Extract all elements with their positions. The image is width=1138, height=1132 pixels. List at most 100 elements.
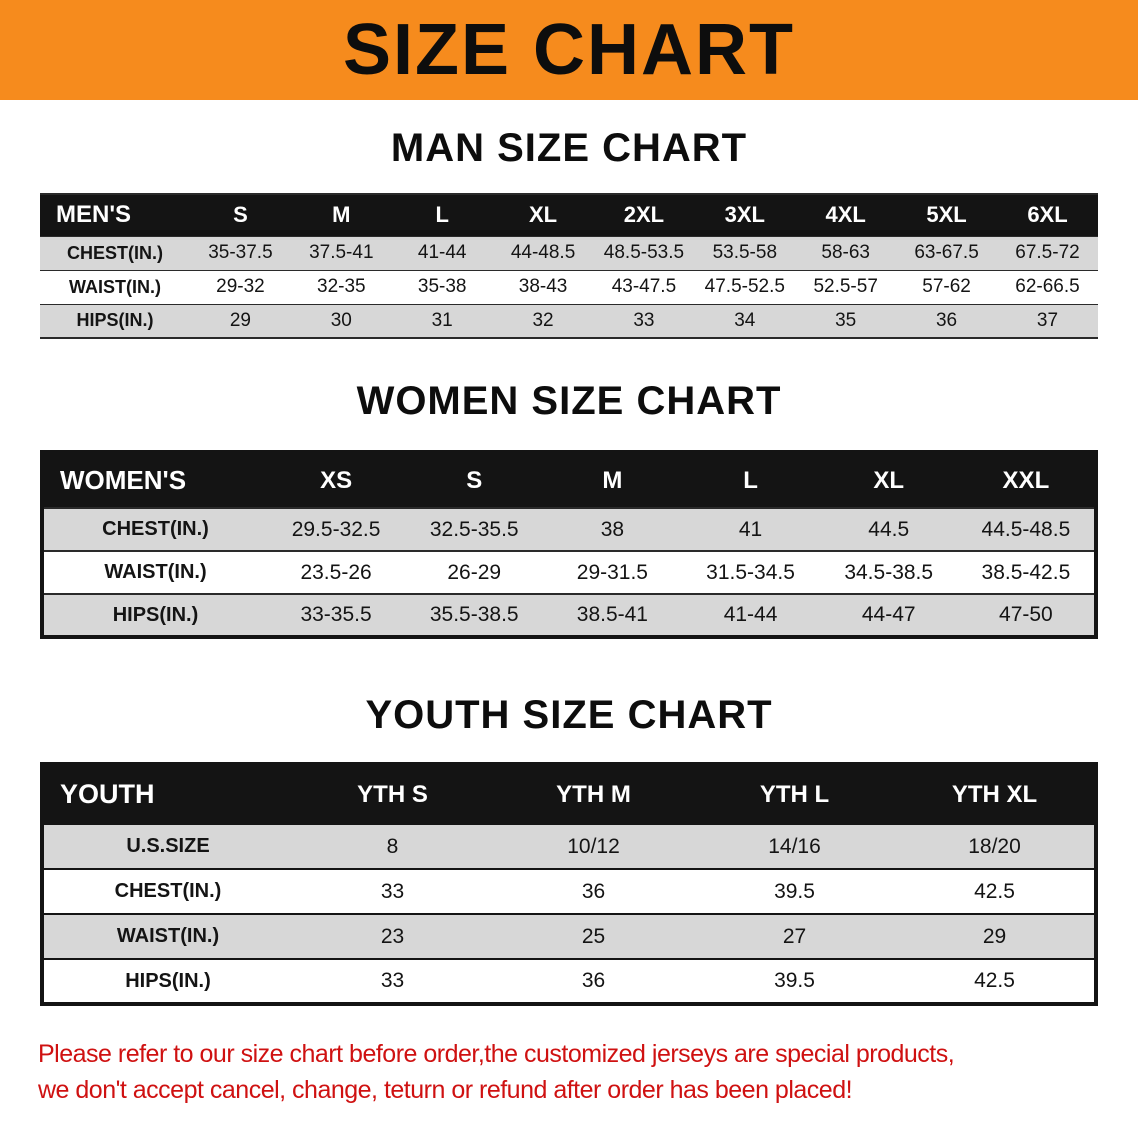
row-label-cell: U.S.SIZE: [126, 835, 210, 857]
value-cell: 37.5-41: [309, 242, 374, 263]
value-cell: 44-47: [861, 603, 916, 626]
value-cell: 47-50: [999, 603, 1053, 626]
value-cell: 14/16: [768, 834, 821, 858]
value-cell: 44.5: [868, 517, 910, 541]
value-cell: 47.5-52.5: [704, 276, 785, 297]
value-cell: 25: [581, 924, 606, 948]
table-header-row: MEN'S S M L XL 2XL 3XL 4XL 5XL 6XL: [40, 194, 1098, 236]
value-cell: 35: [835, 309, 857, 331]
value-cell: 32-35: [317, 276, 366, 297]
value-cell: 38.5-41: [576, 603, 648, 626]
row-label-cell: HIPS(IN.): [76, 310, 154, 331]
value-cell: 38.5-42.5: [981, 560, 1071, 584]
value-cell: 41-44: [723, 603, 778, 626]
value-cell: 8: [386, 834, 399, 858]
value-cell: 38-43: [518, 276, 568, 297]
value-cell: 57-62: [922, 276, 971, 297]
size-header-cell: 5XL: [896, 194, 997, 236]
table-row: U.S.SIZE 8 10/12 14/16 18/20: [42, 824, 1096, 869]
value-cell: 29-32: [216, 276, 265, 297]
table-header-row: YOUTH YTH S YTH M YTH L YTH XL: [42, 764, 1096, 824]
womens-size-table: WOMEN'S XS S M L XL XXL CHEST(IN.) 29.5-32.5 32.5…: [40, 450, 1098, 639]
value-cell: 43-47.5: [611, 276, 677, 297]
value-cell: 10/12: [567, 834, 620, 858]
row-label-cell: CHEST(IN.): [114, 880, 222, 902]
value-cell: 44.5-48.5: [981, 517, 1071, 541]
row-label-cell: WAIST(IN.): [69, 276, 161, 297]
value-cell: 29: [229, 309, 251, 331]
value-cell: 42.5: [974, 879, 1015, 903]
value-cell: 27: [782, 924, 807, 948]
row-label-cell: CHEST(IN.): [102, 518, 209, 540]
value-cell: 37: [1036, 309, 1059, 331]
man-size-chart-heading: MAN SIZE CHART: [390, 126, 748, 170]
youth-size-chart-heading: YOUTH SIZE CHART: [365, 693, 773, 737]
value-cell: 53.5-58: [712, 242, 778, 263]
value-cell: 44-48.5: [510, 242, 576, 263]
size-header-cell: YTH L: [694, 764, 895, 824]
disclaimer-line-2: we don't accept cancel, change, teturn o…: [38, 1076, 853, 1105]
table-row: CHEST(IN.) 33 36 39.5 42.5: [42, 869, 1096, 914]
size-header-cell: XXL: [957, 452, 1096, 508]
value-cell: 58-63: [821, 242, 870, 263]
value-cell: 23.5-26: [300, 560, 372, 584]
value-cell: 41-44: [417, 242, 467, 263]
value-cell: 30: [330, 309, 352, 331]
disclaimer: Please refer to our size chart before or…: [0, 1036, 1138, 1109]
value-cell: 36: [935, 309, 958, 331]
size-header-cell: S: [190, 194, 291, 236]
table-row: CHEST(IN.) 29.5-32.5 32.5-35.5 38 41 44.5 44.5…: [42, 508, 1096, 551]
value-cell: 29.5-32.5: [291, 517, 381, 541]
size-header-cell: XL: [819, 452, 958, 508]
size-header-cell: YTH XL: [895, 764, 1096, 824]
youth-size-table: YOUTH YTH S YTH M YTH L YTH XL U.S.SIZE 8 10/12…: [40, 762, 1098, 1006]
size-header-cell: 2XL: [593, 194, 695, 236]
size-header-cell: 6XL: [997, 194, 1098, 236]
women-size-chart-heading: WOMEN SIZE CHART: [356, 379, 782, 423]
value-cell: 36: [581, 969, 606, 992]
value-cell: 35-38: [417, 276, 467, 297]
size-header-cell: XS: [267, 452, 406, 508]
table-title-cell: YOUTH: [42, 764, 292, 824]
value-cell: 39.5: [774, 879, 815, 903]
value-cell: 35-37.5: [208, 242, 273, 263]
youth-size-chart-section: YOUTH SIZE CHART YOUTH YTH S YTH M YTH L YTH…: [0, 693, 1138, 1006]
disclaimer-line-1: Please refer to our size chart before or…: [38, 1040, 955, 1068]
mens-size-table: MEN'S S M L XL 2XL 3XL 4XL 5XL 6XL CHEST(IN.) 35-37…: [40, 193, 1098, 339]
value-cell: 29-31.5: [576, 560, 648, 584]
size-header-cell: M: [290, 194, 392, 236]
row-label-cell: CHEST(IN.): [67, 242, 163, 263]
size-header-cell: XL: [492, 194, 594, 236]
value-cell: 35.5-38.5: [429, 603, 519, 626]
table-row: CHEST(IN.) 35-37.5 37.5-41 41-44 44-48.5 48.5…: [40, 236, 1098, 270]
size-header-cell: S: [405, 452, 544, 508]
row-label-cell: HIPS(IN.): [125, 969, 211, 992]
value-cell: 52.5-57: [813, 276, 878, 297]
table-row: WAIST(IN.) 29-32 32-35 35-38 38-43 43-47.5 47.…: [40, 270, 1098, 304]
table-row: WAIST(IN.) 23.5-26 26-29 29-31.5 31.5-34.5 34…: [42, 551, 1096, 594]
value-cell: 33: [633, 309, 655, 331]
table-title-cell: WOMEN'S: [42, 452, 267, 508]
size-chart-banner: SIZE CHART: [0, 0, 1138, 100]
value-cell: 62-66.5: [1015, 276, 1080, 297]
table-row: HIPS(IN.) 33-35.5 35.5-38.5 38.5-41 41-44 44-…: [42, 594, 1096, 637]
table-row: WAIST(IN.) 23 25 27 29: [42, 914, 1096, 959]
size-header-cell: 4XL: [795, 194, 897, 236]
value-cell: 34.5-38.5: [844, 560, 934, 584]
value-cell: 18/20: [968, 834, 1021, 858]
value-cell: 26-29: [447, 560, 502, 584]
value-cell: 38: [600, 517, 625, 541]
value-cell: 48.5-53.5: [603, 242, 685, 263]
value-cell: 33: [380, 879, 405, 903]
row-label-cell: WAIST(IN.): [104, 561, 207, 583]
value-cell: 32: [532, 309, 554, 331]
size-header-cell: 3XL: [694, 194, 796, 236]
row-label-cell: HIPS(IN.): [112, 603, 199, 626]
value-cell: 31.5-34.5: [706, 560, 795, 584]
table-row: HIPS(IN.) 29 30 31 32 33 34 35 36 37: [40, 304, 1098, 338]
value-cell: 32.5-35.5: [429, 517, 519, 541]
table-row: HIPS(IN.) 33 36 39.5 42.5: [42, 959, 1096, 1004]
size-header-cell: M: [543, 452, 682, 508]
value-cell: 63-67.5: [914, 242, 979, 263]
